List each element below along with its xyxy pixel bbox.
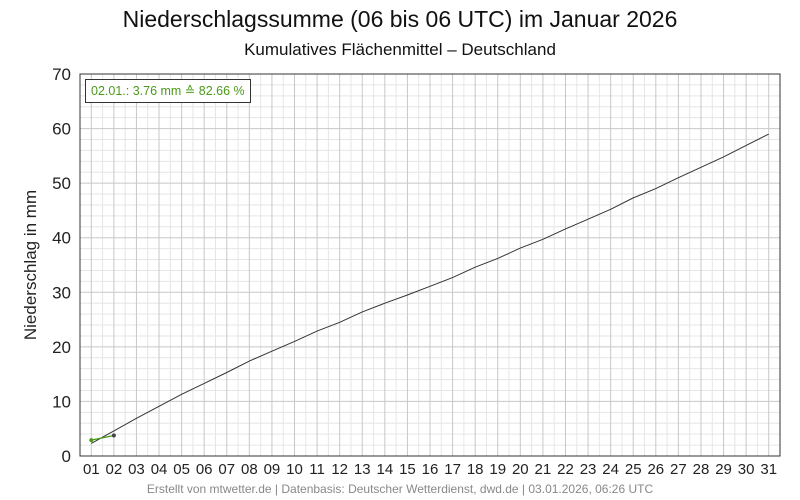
x-tick-label: 04 [151,461,168,478]
x-tick-label: 23 [580,461,597,478]
x-tick-label: 16 [422,461,439,478]
x-tick-label: 28 [693,461,710,478]
y-tick-label: 40 [52,229,71,248]
chart-subtitle: Kumulatives Flächenmittel – Deutschland [244,40,556,59]
x-tick-label: 29 [715,461,732,478]
y-tick-label: 0 [62,447,71,466]
current-value-box: 02.01.: 3.76 mm ≙ 82.66 % [85,79,251,103]
x-tick-label: 30 [738,461,755,478]
y-tick-label: 60 [52,120,71,139]
x-tick-label: 24 [602,461,619,478]
x-tick-label: 14 [376,461,393,478]
plot-border [79,73,781,457]
x-tick-label: 03 [128,461,145,478]
y-tick-label: 10 [52,392,71,411]
x-tick-label: 25 [625,461,642,478]
x-tick-label: 19 [489,461,506,478]
x-tick-label: 18 [467,461,484,478]
x-tick-label: 15 [399,461,416,478]
x-tick-label: 01 [83,461,100,478]
x-tick-label: 11 [309,461,325,478]
x-tick-label: 02 [106,461,123,478]
x-tick-label: 31 [760,461,777,478]
x-tick-label: 13 [354,461,371,478]
footer-credits: Erstellt von mtwetter.de | Datenbasis: D… [146,482,654,496]
y-tick-label: 70 [52,65,71,84]
x-tick-label: 08 [241,461,258,478]
x-tick-label: 26 [647,461,664,478]
x-tick-label: 21 [535,461,552,478]
x-tick-label: 05 [173,461,190,478]
series-point-current [111,433,116,438]
series-point-current [89,438,94,443]
x-tick-label: 27 [670,461,687,478]
chart-title: Niederschlagssumme (06 bis 06 UTC) im Ja… [122,6,678,32]
x-tick-label: 20 [512,461,529,478]
x-tick-label: 06 [196,461,213,478]
series-line-climatology [91,133,769,444]
x-tick-label: 09 [264,461,281,478]
x-tick-label: 17 [444,461,461,478]
x-tick-label: 07 [218,461,235,478]
x-tick-label: 12 [331,461,348,478]
y-tick-label: 50 [52,174,71,193]
y-tick-label: 30 [52,283,71,302]
y-tick-label: 20 [52,338,71,357]
x-tick-label: 10 [286,461,303,478]
x-tick-label: 22 [557,461,574,478]
series-line-current [91,434,115,441]
